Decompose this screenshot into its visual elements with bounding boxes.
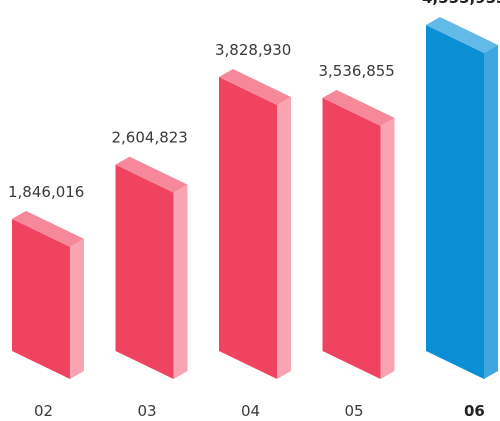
category-label-02: 02 [34,402,53,420]
bar-top-face [322,89,395,126]
value-label-05: 3,536,855 [319,62,395,80]
value-label-03: 2,604,823 [112,129,188,147]
bar-top-face [426,17,498,53]
bar-top-face [12,210,84,247]
value-label-06: 4,555,953 [422,0,500,7]
value-label-02: 1,846,016 [8,183,84,201]
bar-side-face [70,238,84,379]
bar-02 [12,210,84,379]
category-labels-group: 02 03 04 05 06 [34,402,485,420]
category-label-06: 06 [464,402,485,420]
bar-front-face [426,25,484,379]
value-labels-group: 1,846,016 2,604,823 3,828,930 3,536,855 4,55… [8,0,500,201]
bar-06 [426,17,498,379]
value-label-04: 3,828,930 [215,41,291,59]
bar-side-face [277,97,291,379]
bar-front-face [219,77,277,379]
bar-03 [115,156,188,379]
bar-front-face [322,97,381,379]
bar-04 [219,69,291,379]
bar-front-face [12,218,70,379]
category-label-04: 04 [241,402,260,420]
bar-side-face [380,117,395,379]
category-label-03: 03 [138,402,157,420]
category-label-05: 05 [345,402,364,420]
bar-top-face [219,69,291,106]
bar-side-face [173,184,188,379]
bar-top-face [115,156,188,193]
bar-05 [322,89,395,379]
bars-group [12,17,498,379]
bar-side-face [484,45,498,379]
bar-front-face [115,164,174,379]
